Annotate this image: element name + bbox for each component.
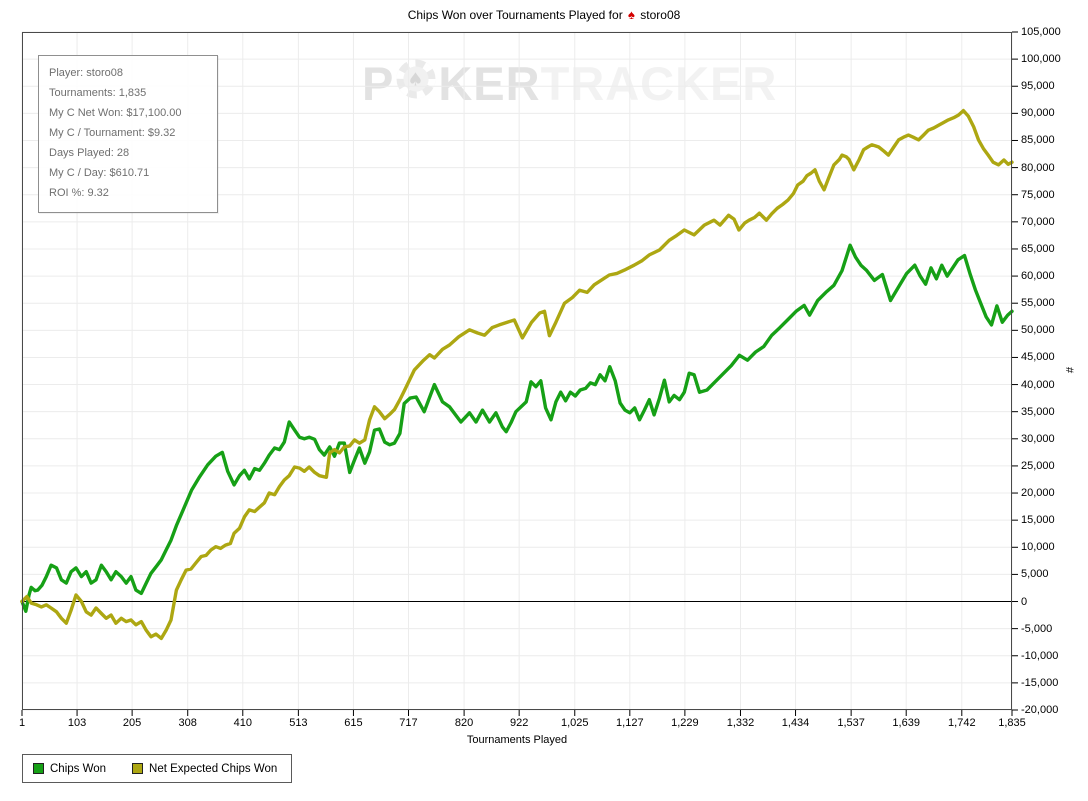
y-axis-title: # (1063, 366, 1076, 374)
pokerstars-spade-icon: ♠ (628, 7, 635, 22)
stat-player: Player: storo08 (49, 67, 123, 79)
stat-roi: ROI %: 9.32 (49, 187, 109, 199)
x-tick-label: 103 (67, 717, 87, 729)
series-line-0 (20, 243, 1014, 613)
y-tick-label: -15,000 (1021, 676, 1059, 689)
y-tick-label: 75,000 (1021, 188, 1055, 201)
x-tick-label: 1,332 (726, 717, 755, 729)
y-tick-label: 95,000 (1021, 80, 1055, 93)
x-tick-label: 922 (509, 717, 529, 729)
plot-border (22, 32, 1012, 710)
y-tick-label: 0 (1021, 595, 1028, 608)
x-tick-label: 1,229 (671, 717, 699, 729)
x-tick-label: 1,025 (560, 717, 589, 729)
x-tick-label: 513 (289, 717, 308, 729)
stat-tournaments: Tournaments: 1,835 (49, 87, 147, 99)
x-tick-label: 1,434 (781, 717, 810, 729)
y-axis-labels: 105,000 100,000 95,000 90,000 85,000 80,000 75… (1021, 26, 1085, 716)
x-axis-title: Tournaments Played (466, 734, 568, 746)
chart-legend: Chips Won Net Expected Chips Won (22, 754, 293, 783)
y-tick-label: 30,000 (1021, 432, 1055, 445)
page-title: Chips Won over Tournaments Played for ♠ … (0, 7, 1088, 22)
legend-item-chips-won: Chips Won (33, 763, 106, 775)
y-tick-label: -5,000 (1021, 622, 1053, 635)
series-line-1 (20, 108, 1014, 641)
stat-net-won: My C Net Won: $17,100.00 (49, 107, 182, 119)
stat-per-tournament: My C / Tournament: $9.32 (49, 127, 176, 139)
y-tick-label: 10,000 (1021, 541, 1055, 554)
y-tick-label: 80,000 (1021, 161, 1055, 174)
y-tick-label: 90,000 (1021, 107, 1055, 120)
legend-label-net-expected: Net Expected Chips Won (149, 762, 278, 775)
x-tick-label: 1,537 (837, 717, 865, 729)
legend-item-net-expected: Net Expected Chips Won (132, 763, 277, 775)
y-tick-label: 105,000 (1021, 26, 1061, 38)
y-tick-label: 100,000 (1021, 53, 1061, 66)
y-tick-label: 20,000 (1021, 487, 1055, 500)
x-tick-label: 1,127 (616, 717, 644, 729)
chips-won-swatch-icon (33, 763, 44, 774)
chart-title-player: storo08 (640, 8, 681, 22)
stat-per-day: My C / Day: $610.71 (49, 167, 150, 179)
x-axis-labels: 1 103 205 308 410 513 615 717 820 922 1,025 1,127 1,… (18, 717, 1026, 731)
y-tick-label: 70,000 (1021, 215, 1055, 228)
x-tick-label: 1,835 (998, 717, 1026, 729)
x-tick-label: 205 (122, 717, 142, 729)
chart-title-text: Chips Won over Tournaments Played for (407, 8, 623, 22)
x-tick-label: 1,639 (892, 717, 920, 729)
x-tick-label: 717 (399, 717, 418, 729)
y-tick-label: 45,000 (1021, 351, 1055, 364)
x-tick-label: 1,742 (948, 717, 976, 729)
y-tick-label: 55,000 (1021, 297, 1055, 310)
y-tick-label: 25,000 (1021, 459, 1055, 472)
y-tick-label: 35,000 (1021, 405, 1055, 418)
y-tick-label: 60,000 (1021, 270, 1055, 283)
x-tick-label: 1 (18, 717, 26, 729)
legend-label-chips-won: Chips Won (50, 762, 107, 775)
y-tick-label: 65,000 (1021, 242, 1055, 255)
y-tick-label: 40,000 (1021, 378, 1055, 391)
player-stats-box: Player: storo08 Tournaments: 1,835 My C … (38, 55, 218, 213)
y-tick-label: 85,000 (1021, 134, 1055, 147)
x-tick-label: 615 (344, 717, 363, 729)
y-tick-label: -10,000 (1021, 649, 1059, 662)
x-tick-label: 410 (233, 717, 252, 729)
y-tick-label: -20,000 (1021, 704, 1059, 716)
x-tick-label: 308 (178, 717, 197, 729)
stat-days-played: Days Played: 28 (49, 147, 130, 159)
x-tick-label: 820 (454, 717, 474, 729)
y-tick-label: 15,000 (1021, 514, 1055, 527)
net-expected-swatch-icon (132, 763, 144, 774)
y-tick-label: 50,000 (1021, 324, 1055, 337)
y-tick-label: 5,000 (1021, 568, 1049, 581)
